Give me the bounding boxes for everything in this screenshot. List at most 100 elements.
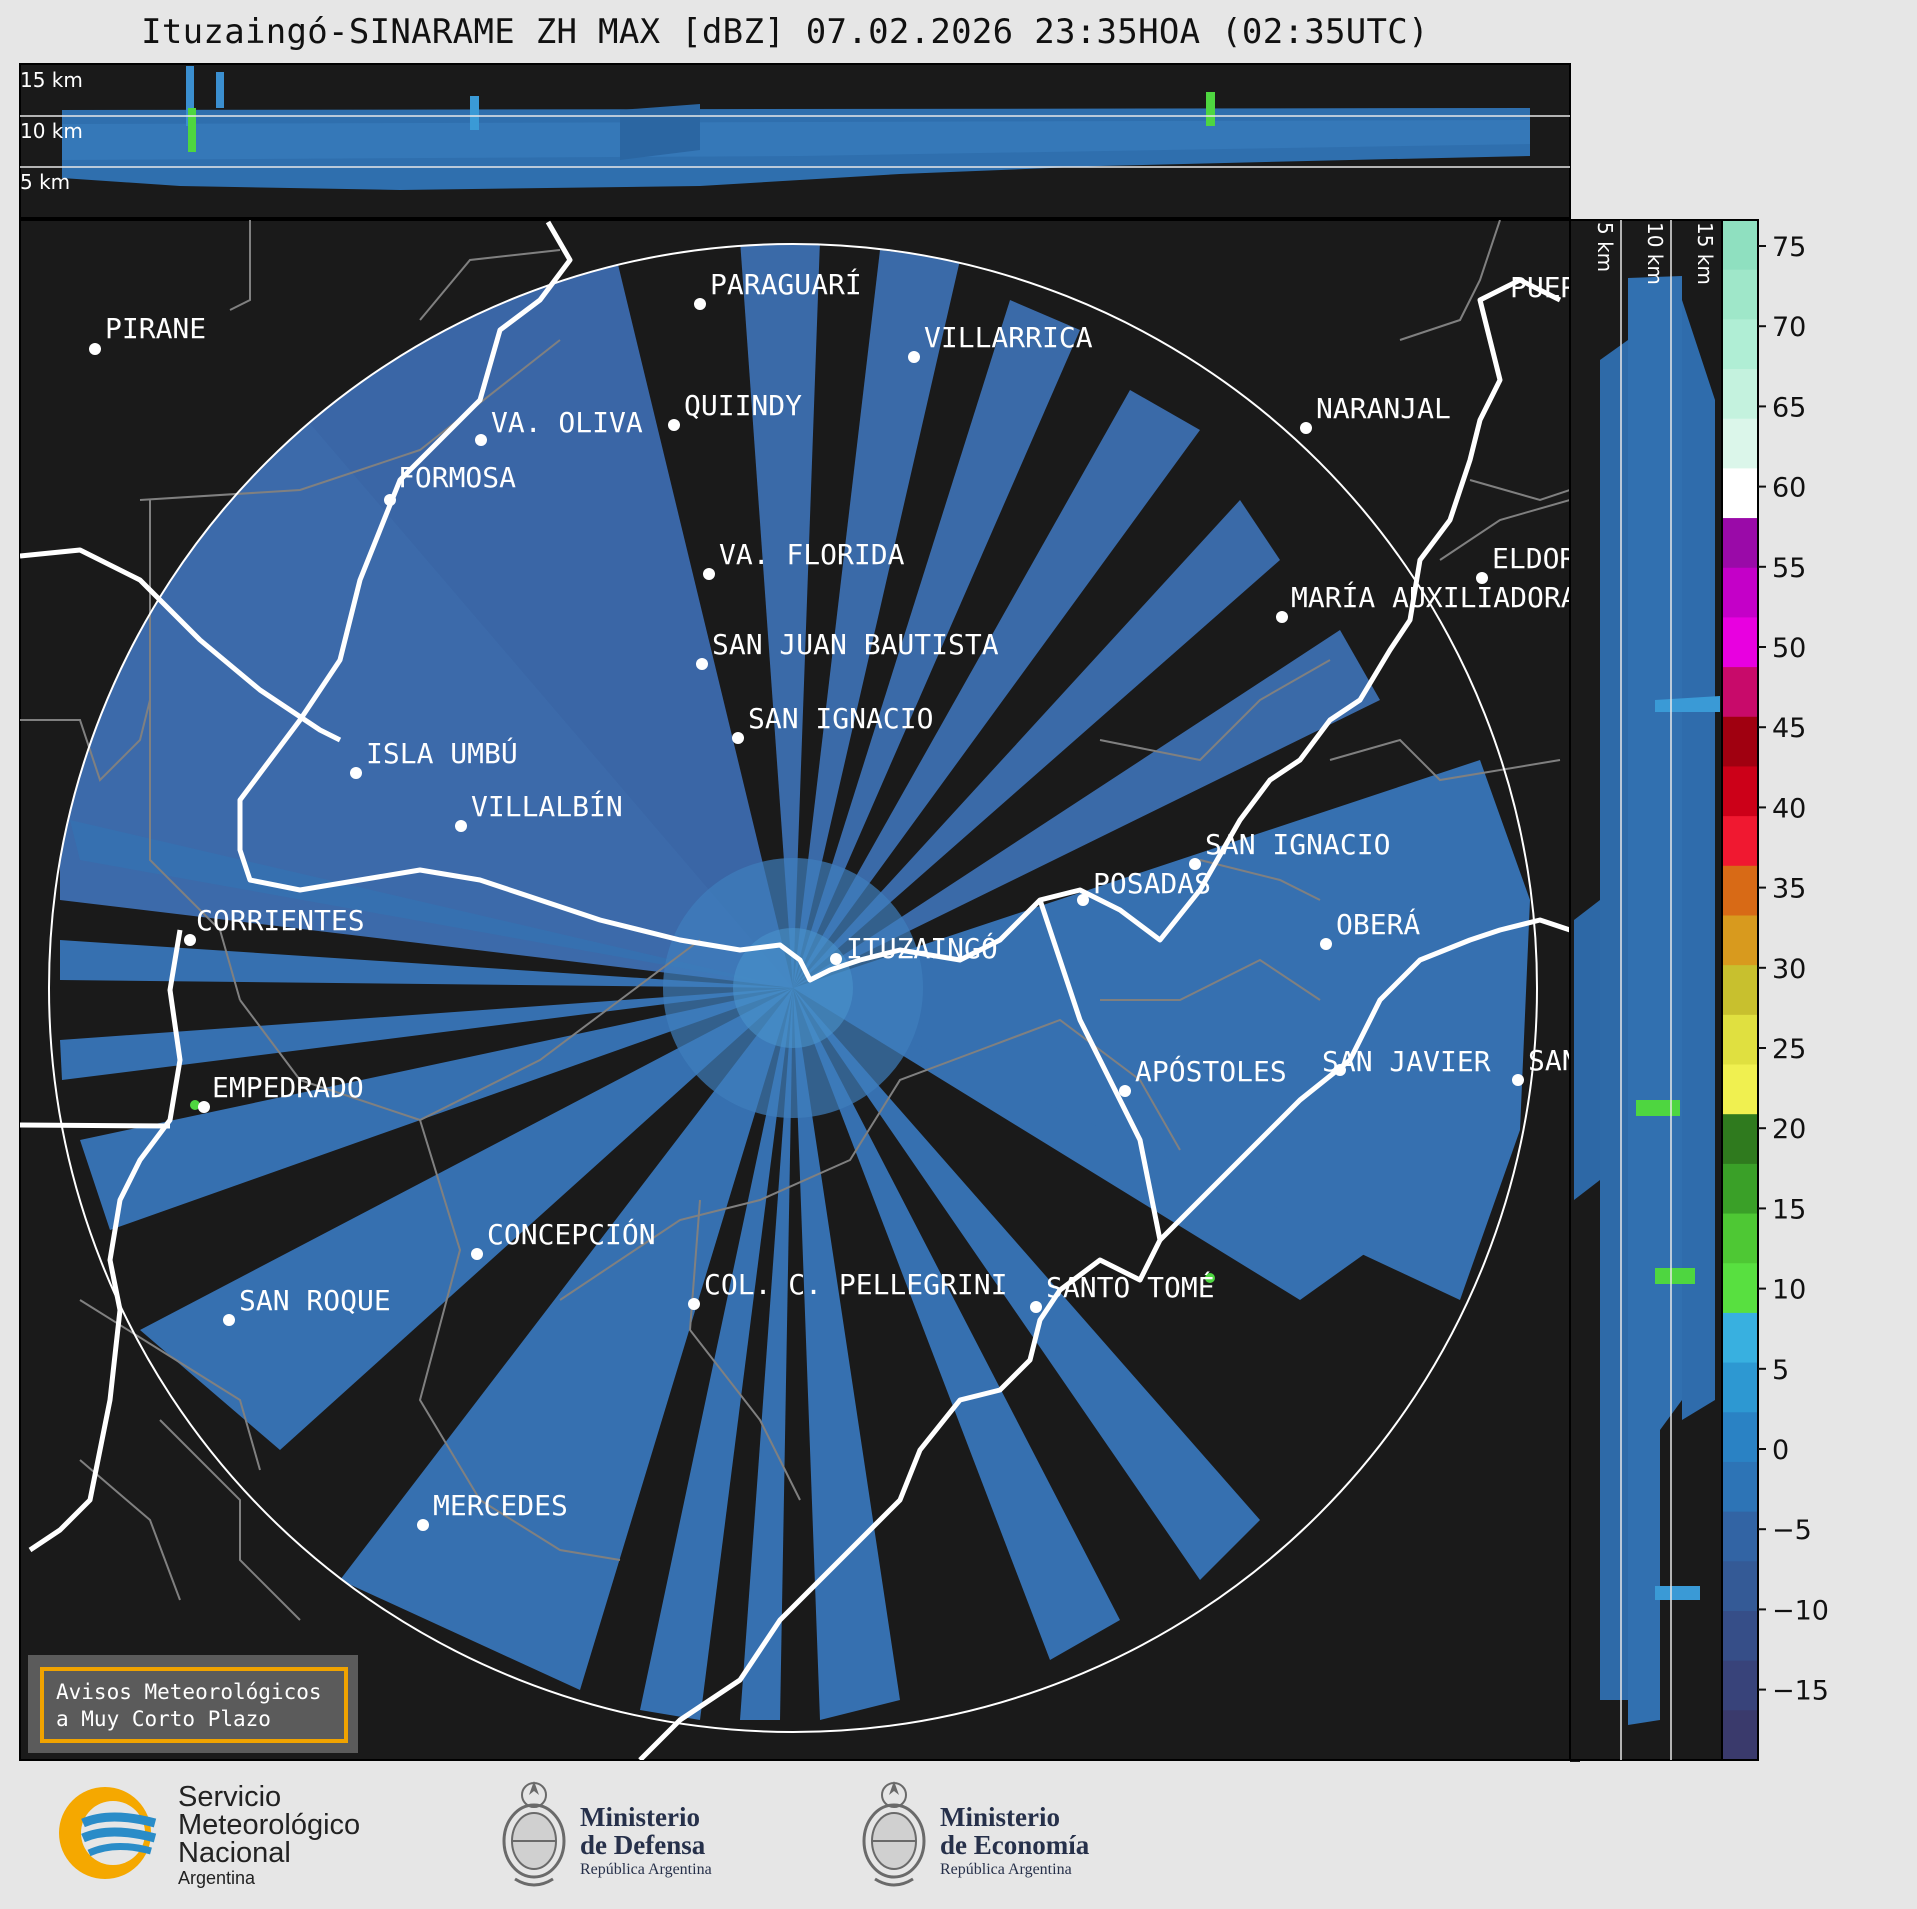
- info-line-2: a Muy Corto Plazo: [56, 1707, 271, 1731]
- coat-of-arms-icon: [502, 1781, 566, 1887]
- colorbar-cell: [1722, 1412, 1758, 1463]
- top-cross-section: 15 km 10 km 5 km: [19, 63, 1571, 219]
- colorbar-cell: [1722, 319, 1758, 370]
- colorbar-cell: [1722, 1114, 1758, 1165]
- colorbar-tick-label: 15: [1772, 1194, 1806, 1225]
- colorbar-cell: [1722, 1710, 1758, 1761]
- top-alt-5: 5 km: [20, 170, 70, 194]
- place-san-ignacio-ar: SAN IGNACIO: [1205, 828, 1390, 861]
- right-alt-5: 5 km: [1593, 222, 1617, 272]
- coat-of-arms-icon: [862, 1781, 926, 1887]
- colorbar-cell: [1722, 369, 1758, 420]
- place-ituzaingo: ITUZAINGÓ: [846, 931, 998, 965]
- reflectivity-echoes: [60, 244, 1530, 1720]
- place-villalbin: VILLALBÍN: [471, 789, 623, 823]
- place-col-pellegrini: COL. C. PELLEGRINI: [704, 1268, 1007, 1301]
- colorbar-cell: [1722, 1511, 1758, 1562]
- colorbar-cell: [1722, 468, 1758, 519]
- colorbar-tick-label: −5: [1772, 1515, 1812, 1546]
- range-ring: [48, 243, 1538, 1733]
- smn-logo: Servicio Meteorológico Nacional Argentin…: [55, 1781, 395, 1888]
- colorbar-cell: [1722, 816, 1758, 867]
- info-box: Avisos Meteorológicos a Muy Corto Plazo: [28, 1655, 358, 1753]
- smn-line-3: Nacional: [178, 1837, 291, 1869]
- colorbar-cells: [1722, 220, 1758, 1761]
- colorbar-cell: [1722, 220, 1758, 271]
- colorbar-cell: [1722, 1213, 1758, 1264]
- place-posadas: POSADAS: [1093, 867, 1211, 900]
- colorbar-tick-label: 55: [1772, 553, 1806, 584]
- economia-line-1: Ministerio: [940, 1802, 1060, 1832]
- economia-logo: Ministerio de Economía República Argenti…: [855, 1775, 1115, 1895]
- place-san-juan-bautista: SAN JUAN BAUTISTA: [712, 628, 999, 661]
- colorbar-cell: [1722, 1610, 1758, 1662]
- colorbar-cell: [1722, 766, 1758, 817]
- colorbar-tick-label: 5: [1772, 1355, 1789, 1386]
- defensa-line-1: Ministerio: [580, 1802, 700, 1832]
- colorbar-cell: [1722, 1312, 1758, 1364]
- colorbar-tick-label: 65: [1772, 392, 1806, 423]
- colorbar-cell: [1722, 1263, 1758, 1314]
- colorbar-cell: [1722, 1461, 1758, 1513]
- place-san-roque: SAN ROQUE: [239, 1284, 391, 1317]
- place-concepcion: CONCEPCIÓN: [487, 1217, 656, 1251]
- place-isla-umbu: ISLA UMBÚ: [366, 736, 518, 770]
- smn-line-2: Meteorológico: [178, 1809, 361, 1841]
- economia-line-3: República Argentina: [940, 1861, 1072, 1878]
- colorbar-tick-label: 35: [1772, 874, 1806, 905]
- defensa-line-2: de Defensa: [580, 1830, 706, 1860]
- chart-title: Ituzaingó-SINARAME ZH MAX [dBZ] 07.02.20…: [141, 12, 1429, 52]
- place-maria-auxiliadora: MARÍA AUXILIADORA: [1291, 580, 1578, 614]
- colorbar-cell: [1722, 1014, 1758, 1066]
- info-line-1: Avisos Meteorológicos: [56, 1680, 322, 1704]
- defensa-line-3: República Argentina: [580, 1861, 712, 1878]
- place-corrientes: CORRIENTES: [196, 904, 365, 937]
- colorbar-tick-label: 60: [1772, 473, 1806, 504]
- colorbar-cell: [1722, 716, 1758, 768]
- colorbar-cell: [1722, 617, 1758, 668]
- colorbar-cell: [1722, 865, 1758, 917]
- right-cross-section: 5 km 10 km 15 km: [1569, 219, 1723, 1761]
- colorbar-cell: [1722, 1163, 1758, 1215]
- place-va-oliva: VA. OLIVA: [491, 406, 643, 439]
- place-san-ignacio-py: SAN IGNACIO: [748, 702, 933, 735]
- radar-map: PIRANE PARAGUARÍ VILLARRICA QUIINDY VA. …: [19, 219, 1627, 1762]
- colorbar-tick-label: 30: [1772, 954, 1806, 985]
- colorbar-cell: [1722, 1561, 1758, 1612]
- colorbar-tick-label: 40: [1772, 793, 1806, 824]
- right-alt-15: 15 km: [1693, 222, 1717, 285]
- right-alt-10: 10 km: [1643, 222, 1667, 285]
- place-santo-tome: SANTO TOMÉ: [1046, 1270, 1215, 1304]
- place-empedrado: EMPEDRADO: [212, 1071, 364, 1104]
- colorbar-tick-label: 20: [1772, 1114, 1806, 1145]
- colorbar-tick-label: −10: [1772, 1595, 1829, 1626]
- colorbar-cell: [1722, 567, 1758, 619]
- rivers-borders: [20, 220, 1570, 1760]
- colorbar-cell: [1722, 667, 1758, 718]
- place-san-javier: SAN JAVIER: [1322, 1045, 1491, 1078]
- place-naranjal: NARANJAL: [1316, 392, 1451, 425]
- colorbar-cell: [1722, 1660, 1758, 1711]
- colorbar-tick-label: −15: [1772, 1676, 1829, 1707]
- colorbar-tick-label: 25: [1772, 1034, 1806, 1065]
- smn-logo-icon: [59, 1787, 157, 1879]
- place-pirane: PIRANE: [105, 312, 206, 345]
- colorbar-tick-label: 45: [1772, 713, 1806, 744]
- colorbar-cell: [1722, 1064, 1758, 1115]
- colorbar-cell: [1722, 915, 1758, 966]
- colorbar-tick-label: 50: [1772, 633, 1806, 664]
- colorbar-cell: [1722, 269, 1758, 320]
- top-alt-15: 15 km: [20, 68, 83, 92]
- place-apostoles: APÓSTOLES: [1135, 1054, 1287, 1088]
- colorbar-cell: [1722, 1362, 1758, 1413]
- place-quiindy: QUIINDY: [684, 389, 802, 422]
- smn-line-1: Servicio: [178, 1781, 282, 1813]
- colorbar-cell: [1722, 965, 1758, 1016]
- place-mercedes: MERCEDES: [433, 1489, 568, 1522]
- colorbar-tick-label: 70: [1772, 312, 1806, 343]
- place-formosa: FORMOSA: [398, 461, 516, 494]
- top-alt-10: 10 km: [20, 119, 83, 143]
